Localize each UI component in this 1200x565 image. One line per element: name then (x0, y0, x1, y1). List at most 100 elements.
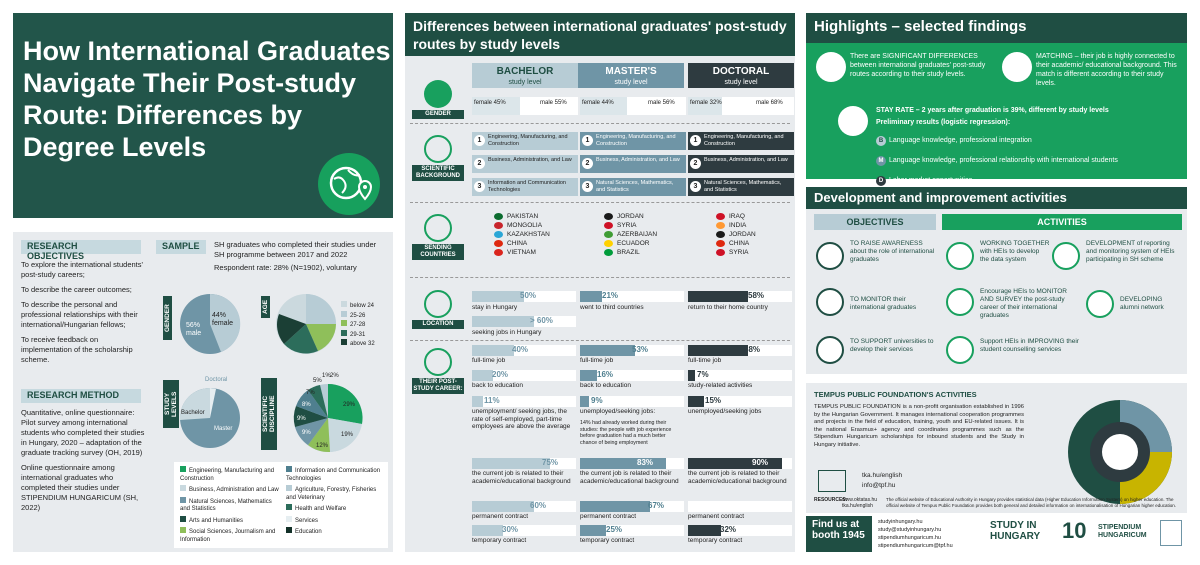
legend-item: Engineering, Manufacturing and Construct… (180, 466, 280, 483)
research-objectives-list: To explore the international students' p… (21, 260, 149, 365)
country-item: KAZAKHSTAN (494, 230, 550, 239)
career-bar (688, 345, 792, 356)
career-label: unemployment/ seeking jobs, the rate of … (472, 408, 571, 430)
result-item: M Language knowledge, professional relati… (876, 149, 1118, 167)
country-item: BRAZIL (604, 248, 657, 257)
legend-item: Education (286, 527, 386, 537)
career-bar (580, 525, 684, 536)
country-name: SYRIA (617, 222, 637, 229)
career-value: 32% (720, 525, 737, 534)
career-label: full-time job (580, 357, 614, 364)
career-value: 16% (597, 370, 614, 379)
career-value: 53% (632, 345, 649, 354)
results-list: B Language knowledge, professional integr… (876, 129, 1118, 187)
row-label: SENDING COUNTRIES (412, 244, 464, 260)
background-label: Information and Communication Technologi… (488, 180, 566, 193)
stay-rate: STAY RATE – 2 years after graduation is … (876, 107, 1109, 114)
legend-label: below 24 (350, 303, 375, 309)
row-label: SCIENTIFIC BACKGROUND (412, 165, 464, 181)
study-in-hungary-logo: STUDY IN HUNGARY (990, 520, 1041, 542)
career-value: 15% (705, 396, 722, 405)
legend-label: Agriculture, Forestry, Fisheries and Vet… (286, 487, 377, 501)
country-name: JORDAN (729, 231, 756, 238)
result-item: D Labor market opportunities (876, 169, 1118, 187)
highlights-title: Highlights – selected findings (814, 18, 1027, 35)
column-name: MASTER'S (605, 66, 657, 77)
background-item: 3 Natural Sciences, Mathematics, and Stat… (580, 178, 686, 196)
result-text: Language knowledge, professional relatio… (889, 157, 1118, 164)
survey-icon (946, 288, 974, 316)
location-bar-doctoral (688, 291, 792, 302)
resources-links: www.oktatas.hu tka.hu/english (842, 497, 878, 509)
network-icon (1086, 290, 1114, 318)
footer-link[interactable]: stipendiumhungaricum.hu (878, 535, 941, 541)
study-levels-doctoral-label: Doctoral (205, 377, 228, 383)
activity-item: DEVELOPING alumni network (1120, 296, 1164, 311)
map-pin-icon (424, 290, 452, 318)
gender-bar-masters (580, 97, 686, 115)
objectives-label: OBJECTIVES (814, 214, 936, 230)
study-levels-pie-chart (179, 387, 240, 448)
location-value: 50% (520, 291, 537, 300)
highlights-header (806, 13, 1187, 43)
discipline-value: 7% (306, 390, 315, 396)
column-doctoral: DOCTORAL study level (688, 63, 794, 88)
background-label: Engineering, Manufacturing, and Construc… (704, 134, 784, 147)
legend-item: Agriculture, Forestry, Fisheries and Vet… (286, 485, 386, 502)
legend-label: 29-31 (350, 331, 366, 338)
study-levels-master-label: Master (214, 426, 233, 432)
tempus-body: TEMPUS PUBLIC FOUNDATION is a non-profit… (814, 404, 1024, 448)
background-label: Engineering, Manufacturing, and Construc… (596, 134, 676, 147)
gender-female-label: 44% female (212, 312, 234, 327)
activities-label: ACTIVITIES (942, 214, 1182, 230)
career-value: 7% (697, 370, 709, 379)
footer-link[interactable]: stipendiumhungaricum@tpf.hu (878, 543, 953, 549)
discipline-legend (174, 462, 388, 548)
differences-title: Differences between international gradua… (405, 13, 795, 56)
footer-link[interactable]: studyinhungary.hu (878, 519, 923, 525)
career-value: 83% (637, 458, 654, 467)
result-badge: D (876, 176, 886, 186)
column-masters: MASTER'S study level (578, 63, 684, 88)
country-name: SYRIA (729, 249, 749, 256)
legend-item: Information and Communication Technologi… (286, 466, 386, 483)
divider (410, 202, 790, 203)
legend-label: Engineering, Manufacturing and Construct… (180, 468, 275, 482)
discipline-value: 12% (316, 443, 329, 449)
discipline-value: 2% (330, 373, 339, 379)
career-bar (580, 396, 684, 407)
tempus-heading: TEMPUS PUBLIC FOUNDATION'S ACTIVITIES (814, 390, 977, 399)
coat-of-arms-icon (1160, 520, 1182, 546)
discipline-value: 9% (297, 416, 306, 422)
discipline-legend-col-2: Information and Communication Technologi… (286, 466, 386, 537)
background-item: 1 Engineering, Manufacturing, and Constru… (580, 132, 686, 150)
career-note: 14% had already worked during their stud… (580, 420, 672, 446)
location-value: > 60% (530, 316, 553, 325)
list-item: Respondent rate: 28% (N=1902), voluntary (214, 263, 357, 272)
career-value: 20% (492, 370, 509, 379)
row-label: LOCATION (412, 320, 464, 329)
sample-list: SH graduates who completed their studies… (214, 240, 386, 273)
discipline-value: 9% (302, 430, 311, 436)
country-item: MONGOLIA (494, 221, 550, 230)
gender-male-label: 56% male (186, 322, 202, 337)
career-label: temporary contract (472, 537, 527, 544)
location-bar-bachelor-2 (472, 316, 576, 327)
country-name: VIETNAM (507, 249, 536, 256)
gender-pie-chart (180, 293, 241, 354)
location-value: 58% (748, 291, 765, 300)
career-bar (472, 396, 576, 407)
career-label: unemployed/seeking jobs (688, 408, 762, 415)
footer-link[interactable]: study@studyinhungary.hu (878, 527, 942, 533)
discipline-pie-label: SCIENTIFIC DISCIPLINE (261, 378, 277, 450)
career-label: the current job is related to their acad… (580, 470, 679, 485)
career-value: 9% (591, 396, 603, 405)
list-item: To receive feedback on implementation of… (21, 335, 133, 364)
gender-bar-doctoral (688, 97, 794, 115)
countries-row-icon: SENDING COUNTRIES (412, 214, 464, 260)
legend-item: above 32 (341, 339, 387, 349)
puzzle-icon (1002, 52, 1032, 82)
country-item: IRAQ (716, 212, 756, 221)
sample-heading: SAMPLE (156, 240, 206, 254)
location-label: seeking jobs in Hungary (472, 329, 542, 336)
